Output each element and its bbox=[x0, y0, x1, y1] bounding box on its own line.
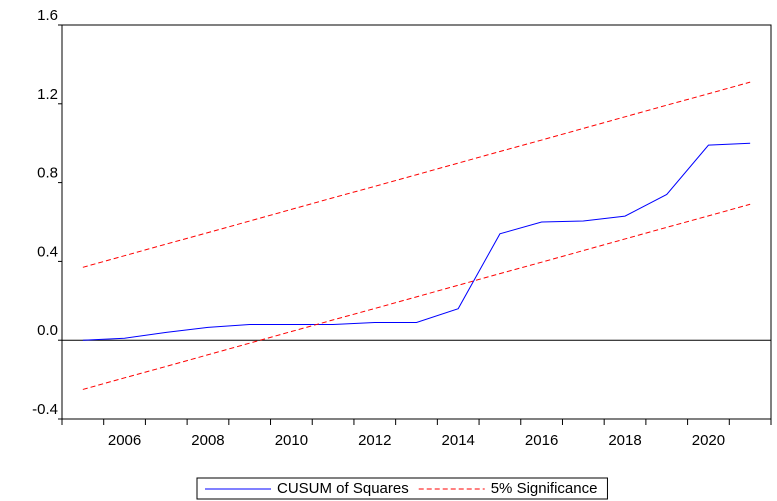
series-line bbox=[82, 203, 751, 390]
legend-label: 5% Significance bbox=[491, 480, 598, 497]
legend-box bbox=[196, 477, 608, 500]
x-tick-label: 2012 bbox=[358, 432, 391, 449]
x-tick-label: 2018 bbox=[608, 432, 641, 449]
y-tick-label: -0.4 bbox=[32, 401, 58, 418]
y-tick-label: 0.0 bbox=[37, 322, 58, 339]
legend: CUSUM of Squares 5% Significance bbox=[196, 477, 608, 500]
plot-frame bbox=[61, 24, 772, 420]
y-tick-label: 0.4 bbox=[37, 243, 58, 260]
x-tick-label: 2016 bbox=[525, 432, 558, 449]
series-line bbox=[82, 142, 751, 341]
legend-label: CUSUM of Squares bbox=[277, 480, 409, 497]
x-tick-label: 2006 bbox=[108, 432, 141, 449]
y-tick-label: 1.2 bbox=[37, 86, 58, 103]
series-line bbox=[82, 81, 751, 268]
x-tick-label: 2008 bbox=[191, 432, 224, 449]
y-tick-label: 1.6 bbox=[37, 7, 58, 24]
x-tick-label: 2020 bbox=[692, 432, 725, 449]
x-tick-label: 2010 bbox=[275, 432, 308, 449]
y-tick-label: 0.8 bbox=[37, 165, 58, 182]
x-tick-label: 2014 bbox=[442, 432, 475, 449]
